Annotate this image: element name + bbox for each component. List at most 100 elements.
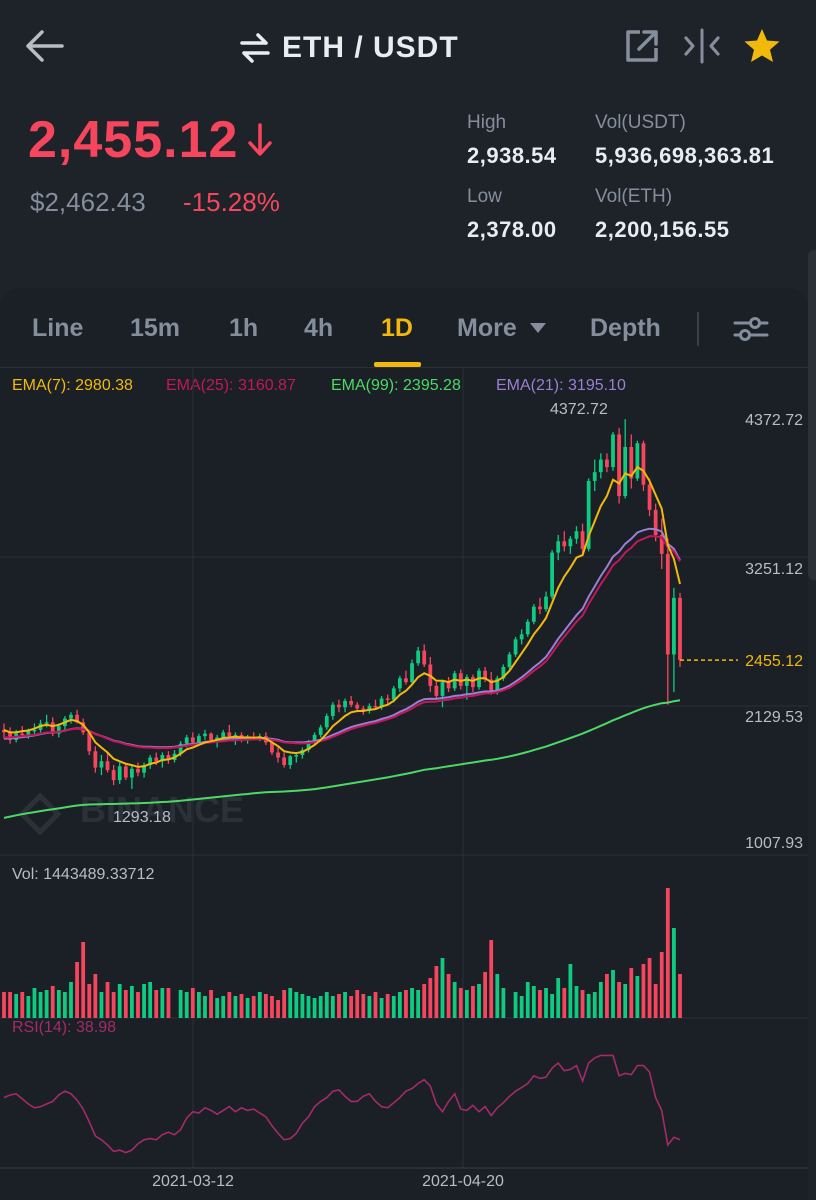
volume-bar <box>330 996 335 1018</box>
candle-body <box>397 678 402 689</box>
candle-body <box>550 552 554 597</box>
share-icon[interactable] <box>622 26 662 66</box>
watermark-text: BINANCE <box>80 789 244 830</box>
candle-body <box>440 682 445 696</box>
candle-body <box>458 673 463 686</box>
sliders-settings-icon[interactable] <box>733 313 769 345</box>
candlestick-chart[interactable]: BINANCE 4372.72 3251.12 2129.53 1007.93 2455.… <box>0 368 808 1200</box>
candle-body <box>361 708 366 711</box>
volume-bar <box>203 996 207 1018</box>
volume-bar <box>190 988 195 1018</box>
candle-body <box>422 650 427 665</box>
candle-body <box>221 732 226 738</box>
volume-bar <box>385 994 390 1018</box>
side-drawer-handle[interactable] <box>808 250 816 580</box>
volume-bar <box>483 972 488 1018</box>
high-label: High <box>467 112 507 133</box>
candle-body <box>647 484 652 510</box>
volume-bar <box>75 962 79 1018</box>
volume-bar <box>337 994 341 1018</box>
volume-bar <box>367 996 372 1018</box>
candle-body <box>215 737 220 740</box>
candle-body <box>446 682 451 689</box>
compare-icon[interactable] <box>682 26 722 66</box>
volume-bar <box>306 996 311 1018</box>
candle-body <box>659 534 664 554</box>
candle-body <box>580 531 585 549</box>
tab-more[interactable]: More <box>457 314 517 342</box>
candle-body <box>349 700 354 705</box>
volume-bar <box>20 992 25 1018</box>
volume-bar <box>659 952 664 1018</box>
candle-body <box>209 733 213 740</box>
volume-bar <box>623 984 628 1018</box>
candle-body <box>130 768 134 778</box>
volume-bar <box>105 982 110 1018</box>
ema25-legend: EMA(25): 3160.87 <box>166 377 296 394</box>
star-icon[interactable] <box>742 26 782 66</box>
volume-bar <box>263 994 268 1018</box>
volume-bar <box>239 994 244 1018</box>
down-arrow-icon <box>248 123 272 156</box>
candle-body <box>367 705 372 711</box>
volume-bar <box>635 976 640 1018</box>
volume-bar <box>142 984 146 1018</box>
tab-line[interactable]: Line <box>32 314 84 342</box>
ema7-legend: EMA(7): 2980.38 <box>12 377 133 394</box>
candle-body <box>294 754 299 757</box>
tab-depth[interactable]: Depth <box>590 314 661 342</box>
tab-15m[interactable]: 15m <box>130 314 181 342</box>
volume-bar <box>373 992 378 1018</box>
candle-body <box>105 761 110 771</box>
volume-bar <box>550 994 554 1018</box>
volume-bar <box>136 992 140 1018</box>
header-bar: ETH / USDT <box>0 0 816 95</box>
candle-body <box>611 434 615 468</box>
volume-bar <box>26 996 31 1018</box>
volume-bar <box>123 990 128 1018</box>
volume-bar <box>38 992 43 1018</box>
candle-body <box>556 541 561 553</box>
volume-bar <box>324 992 329 1018</box>
volume-bar <box>184 992 189 1018</box>
volume-bar <box>538 990 542 1018</box>
tab-1h[interactable]: 1h <box>229 314 259 342</box>
chevron-down-icon[interactable] <box>529 322 547 334</box>
candle-body <box>270 742 274 753</box>
candle-body <box>531 606 536 622</box>
volume-bar <box>355 990 360 1018</box>
volume-bar <box>592 992 597 1018</box>
last-price: 2,455.12 <box>28 111 239 169</box>
volume-bar <box>282 990 287 1018</box>
volume-bar <box>519 996 524 1018</box>
volume-bar <box>531 986 536 1018</box>
volume-bar <box>343 992 347 1018</box>
candle-body <box>203 733 207 737</box>
price-axis-label: 4372.72 <box>745 412 803 429</box>
volume-bar <box>63 992 67 1018</box>
candle-body <box>391 688 396 700</box>
rsi-legend: RSI(14): 38.98 <box>12 1019 117 1036</box>
pair-title-group[interactable]: ETH / USDT <box>238 28 459 68</box>
candle-body <box>166 754 171 761</box>
volume-bar <box>672 928 676 1018</box>
tab-4h[interactable]: 4h <box>304 314 334 342</box>
candle-body <box>586 480 591 549</box>
candle-body <box>32 729 37 732</box>
back-arrow-icon[interactable] <box>22 26 66 66</box>
candle-body <box>373 705 378 708</box>
candle-body <box>50 722 55 734</box>
volume-bar <box>665 888 670 1018</box>
candle-body <box>196 736 201 743</box>
volume-bar <box>288 988 293 1018</box>
volume-bar <box>56 990 61 1018</box>
volume-bar <box>2 992 6 1018</box>
ema21-legend: EMA(21): 3195.10 <box>496 377 626 394</box>
tab-1d[interactable]: 1D <box>381 314 413 342</box>
vol-quote-value: 5,936,698,363.81 <box>595 143 775 168</box>
candle-body <box>410 663 414 683</box>
candle-body <box>678 597 682 661</box>
volume-bar <box>410 988 414 1018</box>
volume-bar <box>556 978 561 1018</box>
candle-body <box>544 596 548 610</box>
